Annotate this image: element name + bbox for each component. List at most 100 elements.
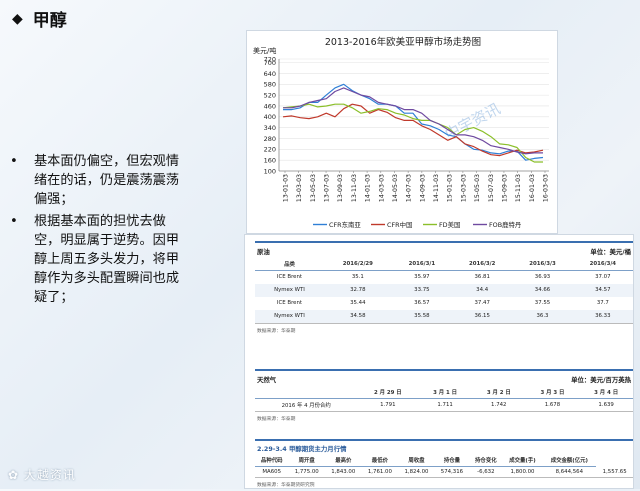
x-tick-label: 14-01-03	[365, 174, 372, 202]
bullet-dot-icon: •	[10, 154, 18, 169]
futures-table-header-cell: 持仓量	[434, 454, 470, 467]
y-axis-label: 美元/吨	[253, 46, 276, 55]
crude-table-cell: Nymex WTI	[255, 309, 324, 323]
y-tick-label: 720	[264, 55, 276, 63]
y-tick-label: 340	[264, 124, 276, 132]
crude-table-header-cell: 2016/3/1	[391, 258, 453, 271]
crude-table-cell: 32.78	[323, 283, 392, 297]
futures-table-cell: 1,761.00	[367, 469, 392, 475]
x-tick-label: 13-09-03	[337, 174, 344, 202]
section-unit: 单位：美元/桶	[590, 248, 631, 256]
crude-table-cell: 36.15	[452, 309, 513, 323]
crude-table-cell: 36.57	[414, 300, 430, 306]
x-tick-label: 14-05-03	[392, 174, 399, 202]
futures-table-cell: 8,644,564	[555, 469, 584, 475]
crude-table-header-cell: 2016/3/4	[572, 258, 633, 271]
futures-table: 品种代码 周开盘 最高价 最低价 周收盘 持仓量 持仓变化 成交量(手) 成交金额(亿元) MA…	[255, 454, 633, 477]
table-source: 数据来源：华泰期	[255, 322, 633, 337]
y-tick-label: 400	[264, 113, 276, 121]
futures-table-header-cell: 周收盘	[398, 454, 435, 467]
y-tick-label: 580	[264, 81, 276, 89]
table-source: 数据来源：华泰期货研究院	[255, 477, 633, 491]
y-tick-label: 640	[264, 70, 276, 78]
crude-table-row: Nymex WTI 34.58 35.58 36.15 36.3 36.33	[255, 309, 633, 323]
futures-table-row: MA605 1,775.00 1,843.00 1,761.00 1,824.00 574…	[255, 467, 633, 478]
crude-table-row: ICE Brent 35.44 36.57 37.47 37.55 37.7	[255, 297, 633, 310]
x-tick-label: 15-11-03	[515, 174, 522, 202]
crude-table-cell: 34.57	[572, 283, 633, 297]
bullet-text: 基本面仍偏空，但宏观情绪在的话，仍是震荡震荡偏强；	[34, 154, 180, 207]
y-tick-label: 700	[264, 59, 276, 67]
section-header: 天然气 单位：美元/百万英热	[255, 371, 633, 386]
section-divider	[255, 369, 633, 371]
methanol-chart: 2013-2016年欧美亚甲醇市场走势图美元/吨 100 160 220 280 340 4…	[246, 30, 558, 234]
y-tick-label: 280	[264, 135, 276, 143]
crude-table-cell: 34.58	[323, 309, 392, 323]
crude-table-cell: 35.44	[350, 300, 366, 306]
crude-table: 品类 2016/2/29 2016/3/1 2016/3/2 2016/3/3 2016/…	[255, 258, 633, 323]
watermark-logo: ✿ 大越资讯	[8, 468, 76, 482]
x-tick-label: 13-07-03	[324, 174, 331, 202]
futures-table-cell: 574,316	[440, 469, 464, 475]
gas-table-header-cell	[255, 386, 358, 399]
crude-table-cell: 35.58	[391, 309, 453, 323]
futures-table-cell: 1,824.00	[404, 469, 429, 475]
crude-table-cell: 37.55	[534, 300, 551, 306]
gas-table-row: 2016 年 4 月份合约 1.791 1.711 1.742 1.678 1.639	[255, 399, 633, 412]
crude-table-header-cell: 品类	[255, 258, 324, 271]
legend-label: CFR中国	[387, 220, 412, 229]
x-tick-label: 15-07-03	[488, 174, 495, 202]
futures-table-header-cell: 周开盘	[288, 454, 325, 467]
futures-table-cell: MA605	[262, 469, 282, 475]
bullet-text: 根据基本面的担忧去做空，明显属于逆势。因甲醇上周五多头发力，将甲醇作为多头配置瞬…	[34, 214, 180, 305]
gas-table-cell: 1.711	[437, 402, 453, 408]
futures-table-cell: 1,800.00	[510, 469, 535, 475]
crude-table-cell: 33.75	[391, 283, 453, 297]
section-title: 2.29-3.4 甲醇期货主力月行情	[257, 445, 347, 453]
x-tick-label: 15-03-03	[460, 174, 467, 202]
market-tables-panel: 原油 单位：美元/桶 品类 2016/2/29 2016/3/1 2016/3/2 20…	[244, 234, 634, 489]
crude-table-section: 原油 单位：美元/桶 品类 2016/2/29 2016/3/1 2016/3/2 20…	[255, 241, 633, 337]
y-tick-label: 160	[264, 156, 276, 164]
gas-table-cell: 1.791	[380, 402, 396, 408]
section-divider	[255, 439, 633, 441]
x-tick-label: 16-03-03	[543, 174, 550, 202]
gas-table-header-cell: 2 月 29 日	[357, 386, 419, 399]
x-tick-label: 15-01-03	[447, 174, 454, 202]
crude-table-cell: ICE Brent	[276, 300, 303, 306]
chart-title: 2013-2016年欧美亚甲醇市场走势图	[325, 36, 481, 48]
crude-table-row: Nymex WTI 32.78 33.75 34.4 34.66 34.57	[255, 283, 633, 297]
y-tick-label: 460	[264, 102, 276, 110]
x-tick-label: 14-03-03	[378, 174, 385, 202]
crude-table-cell: 36.93	[534, 274, 551, 281]
crude-table-cell: 36.3	[512, 309, 573, 323]
futures-table-header-cell: 成交金额(亿元)	[542, 454, 597, 467]
futures-table-cell: 1,557.65	[602, 468, 627, 475]
y-tick-label: 100	[264, 167, 276, 175]
futures-table-header-cell: 最低价	[361, 454, 399, 467]
futures-table-cell: 1,843.00	[331, 469, 356, 475]
section-title: 原油	[257, 248, 270, 256]
slide-title-text: 甲醇	[32, 11, 67, 31]
futures-table-cell: 1,775.00	[294, 469, 319, 475]
crude-table-cell: 36.33	[572, 309, 633, 323]
section-title: 天然气	[257, 376, 277, 384]
series-line	[283, 83, 544, 161]
y-tick-label: 220	[264, 146, 276, 154]
gas-table-cell: 1.742	[491, 402, 507, 408]
y-tick-label: 520	[264, 91, 276, 99]
x-tick-label: 15-05-03	[474, 174, 481, 202]
bullet-item: • 基本面仍偏空，但宏观情绪在的话，仍是震荡震荡偏强；	[8, 152, 188, 209]
x-tick-label: 16-01-03	[529, 174, 536, 202]
series-line	[283, 87, 543, 155]
crude-table-cell: 35.1	[351, 274, 364, 281]
gas-table-cell: 1.678	[544, 402, 561, 408]
x-tick-label: 13-11-03	[351, 174, 358, 202]
crude-table-cell: Nymex WTI	[255, 283, 324, 297]
watermark-logo-text: 大越资讯	[23, 468, 76, 482]
diamond-bullet-icon: ◆	[12, 10, 23, 27]
crude-table-row: ICE Brent 35.1 35.97 36.81 36.93 37.07	[255, 271, 633, 284]
